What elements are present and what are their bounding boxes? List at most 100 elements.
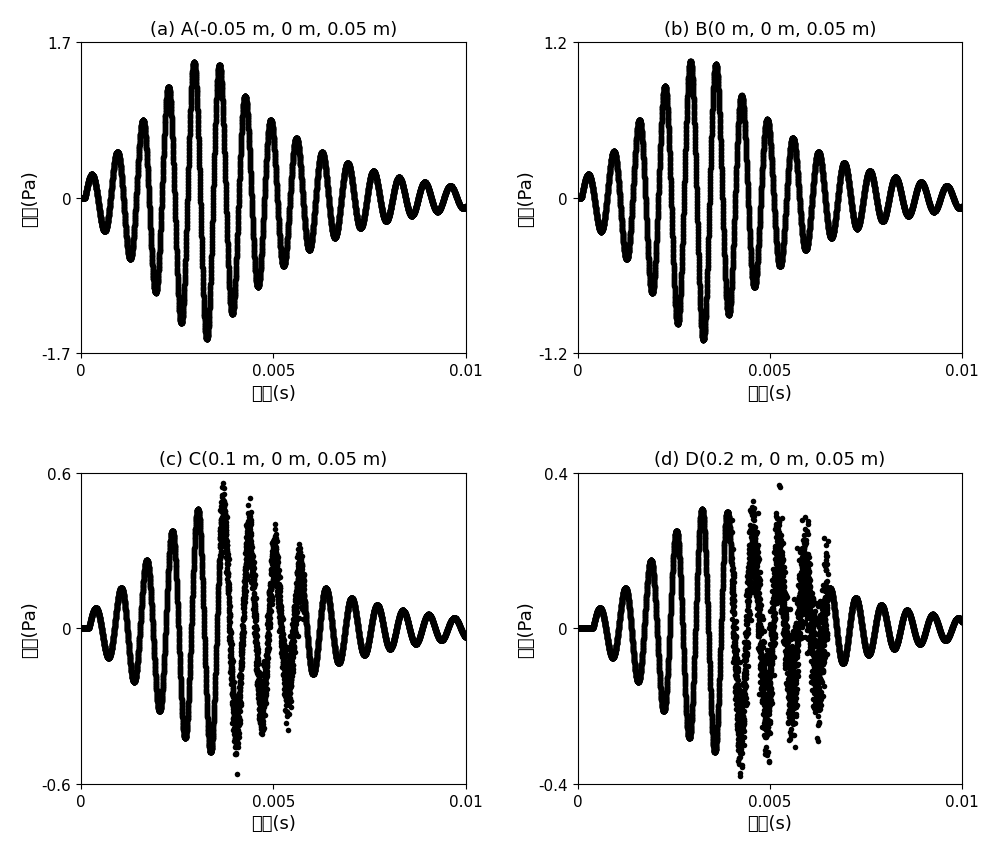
Point — [83, 613, 99, 627]
Point — [710, 81, 726, 95]
Point — [827, 607, 843, 621]
Point — [178, 730, 194, 744]
Point — [889, 636, 905, 650]
Point — [439, 624, 455, 638]
Point — [446, 612, 462, 625]
Point — [879, 205, 895, 218]
Point — [692, 297, 708, 310]
Point — [907, 193, 923, 206]
Point — [391, 610, 407, 624]
Point — [795, 230, 811, 244]
Point — [259, 140, 275, 154]
Point — [936, 183, 952, 197]
Point — [367, 601, 383, 614]
Point — [941, 630, 957, 644]
Point — [860, 647, 876, 661]
Point — [209, 85, 225, 99]
Point — [626, 165, 642, 178]
Point — [404, 210, 420, 223]
Point — [342, 595, 358, 608]
Point — [618, 252, 634, 266]
Point — [680, 729, 696, 743]
Point — [164, 525, 180, 539]
Point — [599, 190, 615, 204]
Point — [337, 623, 353, 636]
Point — [695, 334, 711, 347]
Point — [369, 174, 385, 188]
Point — [449, 613, 465, 627]
Point — [369, 598, 385, 612]
Point — [882, 186, 898, 200]
Point — [666, 546, 682, 560]
Point — [406, 207, 422, 221]
Point — [242, 526, 258, 540]
Point — [612, 608, 628, 622]
Point — [721, 519, 737, 533]
Point — [683, 55, 699, 69]
Point — [756, 132, 772, 146]
Point — [416, 615, 432, 629]
Point — [953, 202, 969, 216]
Point — [223, 303, 239, 316]
Point — [640, 571, 656, 584]
Point — [932, 624, 948, 638]
Point — [286, 139, 302, 153]
Point — [817, 591, 833, 605]
Point — [223, 671, 239, 685]
Point — [369, 174, 385, 188]
Point — [889, 639, 905, 653]
Point — [741, 206, 757, 219]
Point — [387, 630, 403, 643]
Point — [895, 612, 911, 626]
Point — [290, 135, 306, 148]
Point — [614, 217, 630, 230]
Point — [571, 622, 587, 635]
Point — [775, 578, 791, 592]
Point — [431, 204, 447, 218]
Point — [115, 189, 131, 202]
Point — [390, 614, 406, 628]
Point — [742, 607, 758, 621]
Point — [704, 119, 720, 132]
Point — [228, 272, 244, 286]
Point — [105, 632, 121, 646]
Point — [933, 627, 949, 641]
Point — [263, 114, 279, 128]
Point — [343, 167, 359, 181]
Point — [216, 141, 232, 154]
Point — [705, 86, 721, 100]
Point — [354, 645, 370, 659]
Point — [783, 141, 799, 154]
Point — [356, 648, 372, 662]
Point — [307, 659, 323, 673]
Point — [913, 636, 929, 650]
Point — [247, 568, 263, 582]
Point — [599, 189, 615, 202]
Point — [283, 679, 299, 693]
Point — [898, 604, 914, 618]
Point — [764, 154, 780, 167]
Point — [886, 642, 902, 656]
Point — [76, 622, 92, 635]
Point — [256, 199, 272, 212]
Point — [609, 632, 625, 646]
Point — [772, 557, 788, 571]
Point — [282, 192, 298, 206]
Point — [125, 241, 141, 255]
Point — [205, 192, 221, 206]
Point — [631, 674, 647, 688]
Point — [897, 206, 913, 219]
Point — [278, 244, 294, 258]
Point — [778, 588, 794, 601]
Point — [633, 121, 649, 135]
Point — [98, 224, 114, 238]
Point — [620, 251, 636, 264]
Point — [660, 660, 676, 674]
Point — [237, 560, 253, 574]
Point — [413, 181, 429, 194]
Point — [105, 635, 121, 649]
Point — [778, 200, 794, 214]
Point — [657, 80, 673, 94]
Point — [591, 223, 607, 236]
Point — [181, 137, 197, 151]
